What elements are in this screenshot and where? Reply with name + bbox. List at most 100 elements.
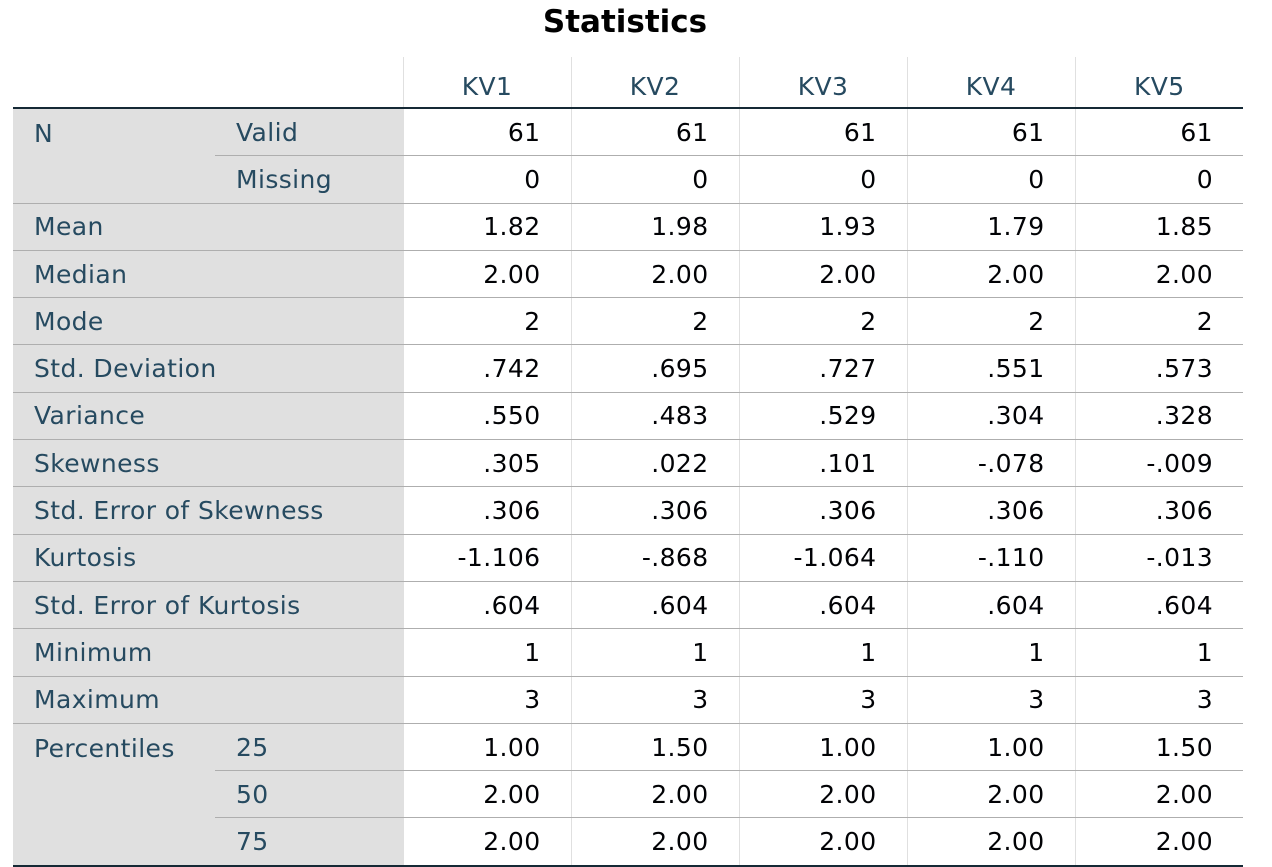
table-cell: .573 — [1074, 344, 1243, 393]
table-cell: .305 — [402, 439, 571, 488]
table-cell: 0 — [738, 155, 907, 204]
row-label: 50 — [215, 770, 403, 819]
table-cell: 1 — [906, 628, 1075, 677]
table-cell: 1 — [570, 628, 739, 677]
table-cell: 1.50 — [1074, 723, 1243, 772]
table-cell: .101 — [738, 439, 907, 488]
table-cell: 2.00 — [402, 250, 571, 299]
table-cell: .306 — [1074, 486, 1243, 535]
corner-cell — [13, 57, 403, 109]
table-cell: .551 — [906, 344, 1075, 393]
table-cell: .304 — [906, 392, 1075, 441]
table-cell: .727 — [738, 344, 907, 393]
table-cell: -1.064 — [738, 534, 907, 582]
table-cell: 2.00 — [1074, 250, 1243, 299]
table-cell: 0 — [402, 155, 571, 204]
table-row: Missing 0 0 0 0 0 — [13, 155, 1243, 204]
table-cell: .604 — [402, 581, 571, 630]
table-row: Std. Error of Skewness .306 .306 .306 .3… — [13, 486, 1243, 535]
table-cell: 1.00 — [906, 723, 1075, 772]
table-cell: -.078 — [906, 439, 1075, 488]
row-label: Valid — [215, 108, 403, 157]
table-cell: 61 — [570, 108, 739, 157]
table-row: Variance .550 .483 .529 .304 .328 — [13, 392, 1243, 441]
row-label: 75 — [215, 817, 403, 867]
table-cell: 1.82 — [402, 203, 571, 251]
table-cell: -.868 — [570, 534, 739, 582]
table-cell: 2.00 — [738, 817, 907, 867]
table-cell: .483 — [570, 392, 739, 441]
row-label: Mean — [13, 203, 403, 251]
table-cell: .306 — [402, 486, 571, 535]
table-cell: -.009 — [1074, 439, 1243, 488]
table-cell: .306 — [570, 486, 739, 535]
statistics-table: KV1 KV2 KV3 KV4 KV5 N Valid 61 61 61 61 … — [13, 57, 1243, 867]
column-header-kv3: KV3 — [738, 57, 907, 109]
row-label: Maximum — [13, 676, 403, 724]
table-cell: .742 — [402, 344, 571, 393]
table-row: Percentiles 25 1.00 1.50 1.00 1.00 1.50 — [13, 723, 1243, 867]
table-cell: .328 — [1074, 392, 1243, 441]
table-cell: 2.00 — [906, 817, 1075, 867]
table-row: Mode 2 2 2 2 2 — [13, 297, 1243, 346]
table-cell: .604 — [906, 581, 1075, 630]
table-cell: 2.00 — [1074, 770, 1243, 819]
row-label: Skewness — [13, 439, 403, 488]
table-row: Std. Error of Kurtosis .604 .604 .604 .6… — [13, 581, 1243, 630]
table-cell: 2.00 — [906, 770, 1075, 819]
table-cell: 61 — [1074, 108, 1243, 157]
table-cell: 2 — [738, 297, 907, 346]
table-row: 75 2.00 2.00 2.00 2.00 2.00 — [13, 817, 1243, 867]
table-cell: -.013 — [1074, 534, 1243, 582]
table-row: N Valid 61 61 61 61 61 — [13, 108, 1243, 204]
table-cell: -.110 — [906, 534, 1075, 582]
table-cell: .604 — [738, 581, 907, 630]
table-cell: .604 — [570, 581, 739, 630]
table-cell: 2 — [1074, 297, 1243, 346]
table-title: Statistics — [542, 4, 708, 40]
column-header-kv4: KV4 — [906, 57, 1075, 109]
table-cell: 0 — [906, 155, 1075, 204]
table-cell: 1 — [1074, 628, 1243, 677]
table-cell: 1.00 — [402, 723, 571, 772]
row-label: Kurtosis — [13, 534, 403, 582]
table-row: Kurtosis -1.106 -.868 -1.064 -.110 -.013 — [13, 534, 1243, 582]
row-label: Std. Error of Kurtosis — [13, 581, 403, 630]
table-cell: 2.00 — [570, 770, 739, 819]
table-row: Maximum 3 3 3 3 3 — [13, 676, 1243, 724]
row-label: Std. Error of Skewness — [13, 486, 403, 535]
table-cell: 1.98 — [570, 203, 739, 251]
table-cell: 2 — [906, 297, 1075, 346]
row-group-label-n: N — [13, 108, 215, 204]
table-cell: 3 — [402, 676, 571, 724]
table-cell: 1 — [738, 628, 907, 677]
table-cell: 1.79 — [906, 203, 1075, 251]
table-cell: 0 — [570, 155, 739, 204]
table-cell: .604 — [1074, 581, 1243, 630]
table-cell: .022 — [570, 439, 739, 488]
table-cell: 61 — [402, 108, 571, 157]
table-cell: 2.00 — [570, 250, 739, 299]
table-cell: 61 — [906, 108, 1075, 157]
row-group-label-percentiles: Percentiles — [13, 723, 215, 867]
row-label: Variance — [13, 392, 403, 441]
table-cell: 1 — [402, 628, 571, 677]
row-label: Median — [13, 250, 403, 299]
table-cell: -1.106 — [402, 534, 571, 582]
table-cell: 2.00 — [570, 817, 739, 867]
row-label: Std. Deviation — [13, 344, 403, 393]
table-cell: 2.00 — [906, 250, 1075, 299]
table-cell: 61 — [738, 108, 907, 157]
table-cell: 2.00 — [402, 817, 571, 867]
table-cell: .695 — [570, 344, 739, 393]
table-row: Median 2.00 2.00 2.00 2.00 2.00 — [13, 250, 1243, 299]
table-cell: 1.93 — [738, 203, 907, 251]
table-cell: 2.00 — [738, 250, 907, 299]
row-label: 25 — [215, 723, 403, 772]
table-row: Skewness .305 .022 .101 -.078 -.009 — [13, 439, 1243, 488]
row-label: Minimum — [13, 628, 403, 677]
table-cell: .306 — [738, 486, 907, 535]
table-cell: 1.85 — [1074, 203, 1243, 251]
table-cell: 2.00 — [402, 770, 571, 819]
table-cell: 2 — [570, 297, 739, 346]
